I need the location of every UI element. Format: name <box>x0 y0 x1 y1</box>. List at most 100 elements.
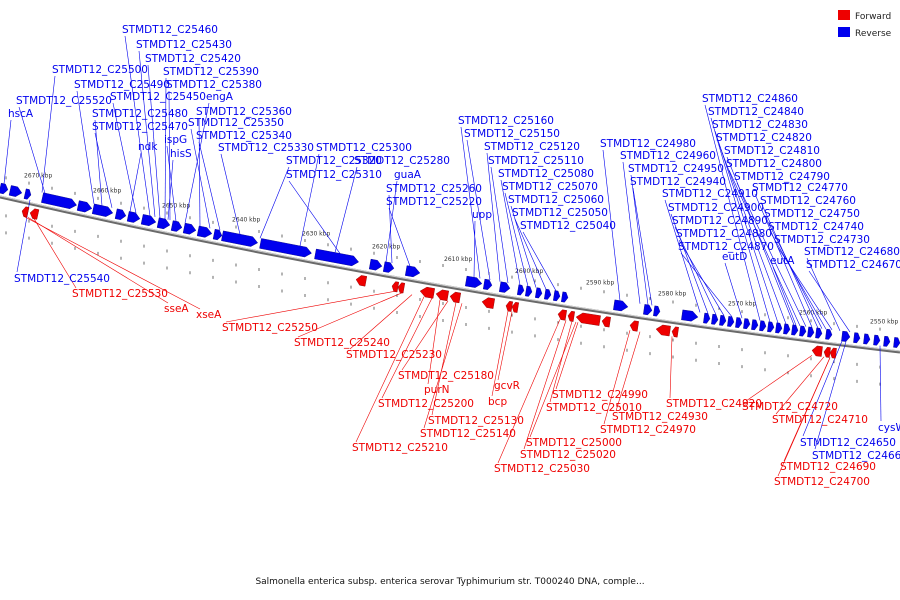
reverse-gene-label[interactable]: STMDT12_C25220 <box>386 196 482 208</box>
reverse-gene-label[interactable]: STMDT12_C24980 <box>600 138 696 150</box>
tick-label: 2640 kbp <box>232 217 260 224</box>
forward-gene-label[interactable]: sseA <box>164 303 189 315</box>
reverse-gene-label[interactable]: STMDT12_C25160 <box>458 115 554 127</box>
reverse-gene-label[interactable]: STMDT12_C25070 <box>502 181 598 193</box>
reverse-gene-label[interactable]: STMDT12_C25300 <box>316 142 412 154</box>
forward-gene-label[interactable]: STMDT12_C25030 <box>494 463 590 475</box>
forward-gene-label[interactable]: STMDT12_C24920 <box>666 398 762 410</box>
reverse-gene-arrow <box>743 318 751 330</box>
reverse-gene-label[interactable]: STMDT12_C25120 <box>484 141 580 153</box>
reverse-gene-label[interactable]: STMDT12_C24960 <box>620 150 716 162</box>
reverse-gene-label[interactable]: STMDT12_C24680 <box>804 246 900 258</box>
reverse-gene-label[interactable]: STMDT12_C25330 <box>218 142 314 154</box>
reverse-gene-label[interactable]: STMDT12_C25540 <box>14 273 110 285</box>
reverse-gene-label[interactable]: STMDT12_C25310 <box>286 169 382 181</box>
reverse-gene-label[interactable]: hscA <box>8 108 34 120</box>
reverse-gene-label[interactable]: STMDT12_C25480 <box>92 108 188 120</box>
reverse-gene-label[interactable]: STMDT12_C24870 <box>678 241 774 253</box>
forward-gene-label[interactable]: STMDT12_C24720 <box>742 401 838 413</box>
forward-gene-label[interactable]: STMDT12_C25250 <box>222 322 318 334</box>
reverse-gene-label[interactable]: STMDT12_C24660 <box>812 450 900 462</box>
reverse-gene-label[interactable]: ndk <box>138 141 158 153</box>
reverse-gene-label[interactable]: STMDT12_C24670 <box>806 259 900 271</box>
reverse-gene-label[interactable]: STMDT12_C25520 <box>16 95 112 107</box>
reverse-gene-label[interactable]: cysW <box>878 422 900 434</box>
reverse-gene-label[interactable]: STMDT12_C24890 <box>672 215 768 227</box>
reverse-gene-label[interactable]: STMDT12_C25500 <box>52 64 148 76</box>
forward-gene-label[interactable]: STMDT12_C24990 <box>552 389 648 401</box>
reverse-gene-label[interactable]: STMDT12_C25050 <box>512 207 608 219</box>
reverse-gene-label[interactable]: STMDT12_C25110 <box>488 155 584 167</box>
reverse-gene-label[interactable]: STMDT12_C25470 <box>92 121 188 133</box>
reverse-gene-label[interactable]: STMDT12_C24880 <box>676 228 772 240</box>
forward-gene-label[interactable]: STMDT12_C25200 <box>378 398 474 410</box>
reverse-gene-label[interactable]: hisS <box>170 148 192 160</box>
reverse-gene-label[interactable]: STMDT12_C25350 <box>188 117 284 129</box>
reverse-gene-label[interactable]: STMDT12_C24730 <box>774 234 870 246</box>
reverse-gene-label[interactable]: STMDT12_C24800 <box>726 158 822 170</box>
forward-gene-label[interactable]: STMDT12_C25230 <box>346 349 442 361</box>
forward-gene-label[interactable]: STMDT12_C25530 <box>72 288 168 300</box>
reverse-gene-label[interactable]: engA <box>206 91 234 103</box>
reverse-gene-label[interactable]: STMDT12_C25150 <box>464 128 560 140</box>
forward-gene-label[interactable]: purN <box>424 384 450 396</box>
reverse-gene-label[interactable]: STMDT12_C25260 <box>386 183 482 195</box>
reverse-gene-label[interactable]: STMDT12_C25040 <box>520 220 616 232</box>
forward-gene-label[interactable]: STMDT12_C25180 <box>398 370 494 382</box>
reverse-gene-label[interactable]: STMDT12_C24910 <box>662 188 758 200</box>
reverse-gene-label[interactable]: STMDT12_C24750 <box>764 208 860 220</box>
forward-gene-label[interactable]: STMDT12_C24970 <box>600 424 696 436</box>
reverse-gene-label[interactable]: STMDT12_C24940 <box>630 176 726 188</box>
forward-gene-label[interactable]: STMDT12_C25140 <box>420 428 516 440</box>
figure-caption: Salmonella enterica subsp. enterica sero… <box>255 577 645 587</box>
forward-gene-label[interactable]: STMDT12_C25130 <box>428 415 524 427</box>
reverse-gene-arrow <box>517 284 525 296</box>
reverse-gene-label[interactable]: STMDT12_C24760 <box>760 195 856 207</box>
reverse-gene-label[interactable]: STMDT12_C25390 <box>163 66 259 78</box>
reverse-gene-label[interactable]: STMDT12_C24740 <box>768 221 864 233</box>
reverse-gene-arrow <box>759 320 767 332</box>
reverse-gene-label[interactable]: STMDT12_C24770 <box>752 182 848 194</box>
reverse-gene-label[interactable]: eutA <box>770 255 795 267</box>
reverse-gene-label[interactable]: STMDT12_C25380 <box>166 79 262 91</box>
forward-gene-label[interactable]: xseA <box>196 309 222 321</box>
reverse-gene-label[interactable]: STMDT12_C24830 <box>712 119 808 131</box>
forward-gene-label[interactable]: gcvR <box>494 380 520 392</box>
forward-gene-label[interactable]: STMDT12_C25000 <box>526 437 622 449</box>
forward-gene-label[interactable]: STMDT12_C24930 <box>612 411 708 423</box>
forward-gene-label[interactable]: STMDT12_C24700 <box>774 476 870 488</box>
reverse-gene-label[interactable]: STMDT12_C24810 <box>724 145 820 157</box>
reverse-gene-label[interactable]: STMDT12_C25430 <box>136 39 232 51</box>
forward-gene-label[interactable]: STMDT12_C25240 <box>294 337 390 349</box>
reverse-gene-label[interactable]: STMDT12_C25460 <box>122 24 218 36</box>
forward-gene-label[interactable]: STMDT12_C24710 <box>772 414 868 426</box>
reverse-gene-arrow <box>783 323 791 335</box>
reverse-gene-label[interactable]: STMDT12_C25320 <box>286 155 382 167</box>
reverse-gene-label[interactable]: STMDT12_C24950 <box>628 163 724 175</box>
reverse-gene-label[interactable]: STMDT12_C24650 <box>800 437 896 449</box>
reverse-gene-label[interactable]: STMDT12_C25340 <box>196 130 292 142</box>
forward-gene-label[interactable]: bcp <box>488 396 507 408</box>
reverse-gene-label[interactable]: guaA <box>394 169 422 181</box>
tick-label: 2560 kbp <box>799 310 827 317</box>
reverse-gene-label[interactable]: upp <box>472 209 492 221</box>
reverse-gene-label[interactable]: STMDT12_C24840 <box>708 106 804 118</box>
reverse-gene-label[interactable]: STMDT12_C24790 <box>734 171 830 183</box>
reverse-gene-label[interactable]: STMDT12_C24900 <box>668 202 764 214</box>
reverse-gene-label[interactable]: ispG <box>164 134 187 146</box>
reverse-gene-label[interactable]: STMDT12_C25280 <box>354 155 450 167</box>
forward-gene-label[interactable]: STMDT12_C24690 <box>780 461 876 473</box>
reverse-gene-label[interactable]: eutD <box>722 251 747 263</box>
forward-gene-label[interactable]: STMDT12_C25010 <box>546 402 642 414</box>
reverse-gene-label[interactable]: STMDT12_C25450 <box>110 91 206 103</box>
reverse-gene-label[interactable]: STMDT12_C25360 <box>196 106 292 118</box>
forward-gene-label[interactable]: STMDT12_C25210 <box>352 442 448 454</box>
reverse-gene-label[interactable]: STMDT12_C25490 <box>74 79 170 91</box>
reverse-gene-label[interactable]: STMDT12_C24820 <box>716 132 812 144</box>
reverse-gene-label[interactable]: STMDT12_C25080 <box>498 168 594 180</box>
reverse-gene-label[interactable]: STMDT12_C25420 <box>145 53 241 65</box>
tick-label: 2610 kbp <box>444 256 472 263</box>
reverse-gene-label[interactable]: STMDT12_C25060 <box>508 194 604 206</box>
reverse-gene-label[interactable]: STMDT12_C24860 <box>702 93 798 105</box>
forward-gene-label[interactable]: STMDT12_C25020 <box>520 449 616 461</box>
